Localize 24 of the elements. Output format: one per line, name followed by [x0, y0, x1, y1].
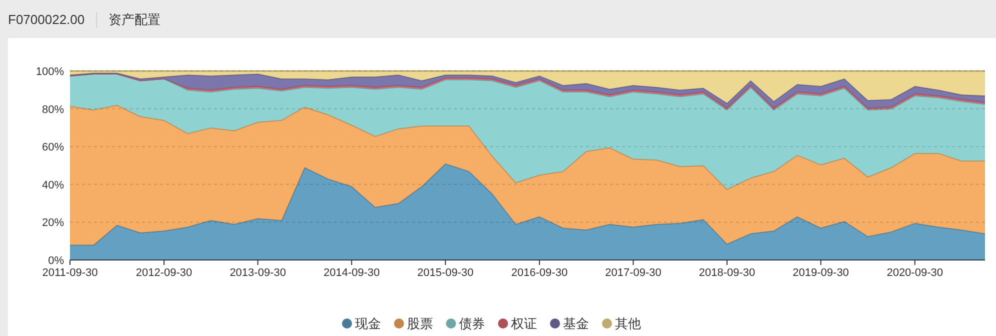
- x-tick-label: 2019-09-30: [792, 267, 849, 279]
- legend-label: 基金: [563, 316, 589, 331]
- x-tick-label: 2011-09-30: [42, 267, 98, 279]
- y-tick-label: 0%: [48, 255, 64, 267]
- chart-subtitle: F0700022.00: [8, 12, 85, 27]
- legend-label: 债券: [459, 316, 485, 331]
- x-tick-label: 2014-09-30: [323, 267, 380, 279]
- y-tick-label: 60%: [42, 142, 64, 154]
- y-tick-label: 40%: [42, 179, 64, 192]
- x-tick-label: 2017-09-30: [605, 267, 662, 279]
- chart-title: 资产配置: [108, 12, 161, 27]
- legend-label: 其他: [615, 316, 641, 331]
- legend-label: 权证: [510, 316, 537, 331]
- legend-label: 股票: [407, 316, 433, 331]
- y-tick-label: 100%: [36, 66, 64, 78]
- x-tick-label: 2020-09-30: [886, 267, 943, 279]
- legend-label: 现金: [355, 316, 381, 331]
- y-tick-label: 80%: [42, 104, 64, 116]
- x-tick-label: 2015-09-30: [417, 267, 474, 279]
- x-tick-label: 2012-09-30: [136, 267, 192, 279]
- y-tick-label: 20%: [42, 217, 64, 230]
- x-tick-label: 2018-09-30: [698, 267, 756, 279]
- x-tick-label: 2013-09-30: [230, 267, 286, 279]
- x-tick-label: 2016-09-30: [511, 267, 568, 279]
